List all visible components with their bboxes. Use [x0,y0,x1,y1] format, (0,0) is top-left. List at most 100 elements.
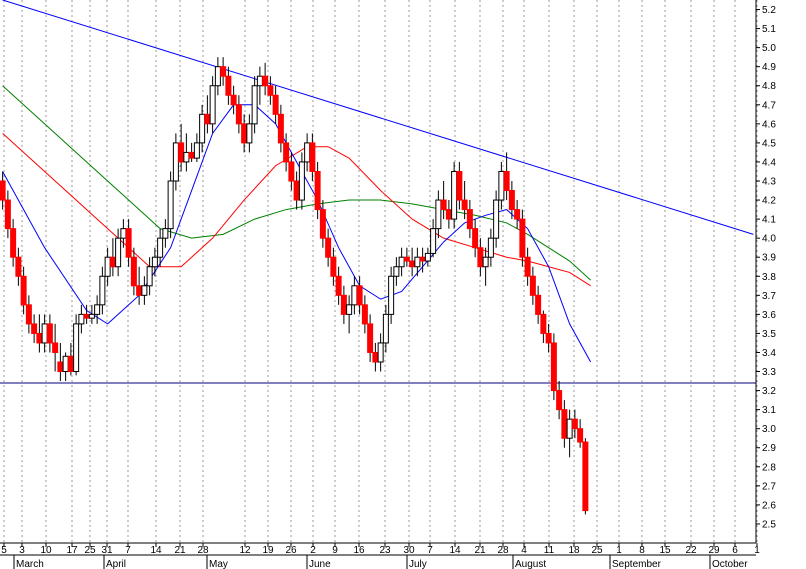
y-tick-label: 3.6 [762,310,776,321]
candle-body [377,342,384,363]
candle-body [535,294,542,315]
x-tick-label: 16 [353,545,365,556]
candle-body [99,275,106,306]
y-tick-label: 4.9 [762,62,776,73]
candle-body [388,275,395,315]
candle-body [235,104,242,125]
y-tick-label: 2.5 [762,519,776,530]
candle-body [414,256,421,268]
candle-body [298,161,305,201]
candle-body [456,170,463,201]
candle-body [246,123,253,144]
candle-body [430,228,437,254]
candle-body [545,332,552,344]
x-tick-label: 26 [285,545,297,556]
y-tick-label: 4.5 [762,138,776,149]
candle-body [498,170,505,201]
x-tick-label: 28 [197,545,209,556]
candle-body [199,113,206,144]
x-tick-label: 11 [544,545,555,556]
month-label: March [16,559,44,569]
y-tick-label: 4.2 [762,196,776,207]
x-tick-label: 30 [403,545,415,556]
candle-body [15,256,22,277]
candle-body [146,266,153,287]
y-tick-label: 4.0 [762,234,776,245]
candle-body [94,304,101,315]
candle-body [167,180,174,230]
candle-body [293,180,300,201]
x-tick-label: 25 [591,545,603,556]
candle-body [31,323,38,334]
candle-body [52,342,59,353]
y-tick-label: 5.2 [762,5,776,16]
candle-body [193,142,200,159]
y-tick-label: 3.7 [762,291,776,302]
candle-body [440,199,447,211]
candle-body [356,285,363,306]
y-tick-label: 2.7 [762,481,776,492]
candle-body [340,294,347,315]
candle-body [283,142,290,163]
y-tick-label: 3.9 [762,253,776,264]
y-tick-label: 2.6 [762,500,776,511]
candle-body [482,256,489,268]
y-tick-label: 3.0 [762,424,776,435]
candle-body [372,351,379,363]
candle-body [325,237,332,258]
candle-body [267,85,274,96]
candle-body [46,323,53,344]
candle-body [398,256,405,268]
x-tick-label: 2 [310,545,316,556]
candle-body [151,256,158,268]
candle-body [304,142,311,163]
candle-body [136,285,143,296]
candle-body [272,94,279,115]
candle-body [503,170,510,192]
candle-body [277,113,284,144]
candle-body [178,142,185,163]
candle-body [451,170,458,220]
y-tick-label: 3.3 [762,367,776,378]
candle-body [220,66,227,77]
x-tick-label: 7 [125,545,131,556]
candle-body [157,237,164,258]
candle-body [519,218,526,258]
candle-body [472,228,479,249]
candle-body [335,275,342,296]
x-tick-label: 10 [40,545,52,556]
candle-body [4,199,11,230]
candle-body [209,85,216,125]
candle-body [0,180,6,201]
y-tick-label: 3.1 [762,405,776,416]
x-tick-label: 21 [174,545,186,556]
x-tick-label: 22 [685,545,697,556]
y-tick-label: 4.1 [762,215,776,226]
y-tick-label: 3.5 [762,329,776,340]
candle-body [571,418,578,430]
candle-body [382,313,389,344]
candle-body [25,304,32,325]
candle-body [251,85,258,125]
candle-body [183,151,190,163]
candle-body [172,142,179,182]
y-tick-label: 4.8 [762,81,776,92]
y-tick-label: 3.8 [762,272,776,283]
x-tick-label: 17 [66,545,78,556]
x-tick-label: 21 [474,545,486,556]
candle-body [419,256,426,262]
x-tick-label: 6 [732,545,738,556]
x-tick-label: 19 [262,545,274,556]
y-tick-label: 4.3 [762,177,776,188]
x-tick-label: 9 [332,545,338,556]
candle-body [314,170,321,211]
x-tick-label: 31 [101,545,113,556]
candle-body [62,355,69,373]
candle-body [309,142,316,172]
candle-body [461,199,468,211]
month-label: June [309,559,331,569]
x-tick-label: 15 [659,545,671,556]
candle-body [225,75,232,96]
month-label: April [106,559,126,569]
